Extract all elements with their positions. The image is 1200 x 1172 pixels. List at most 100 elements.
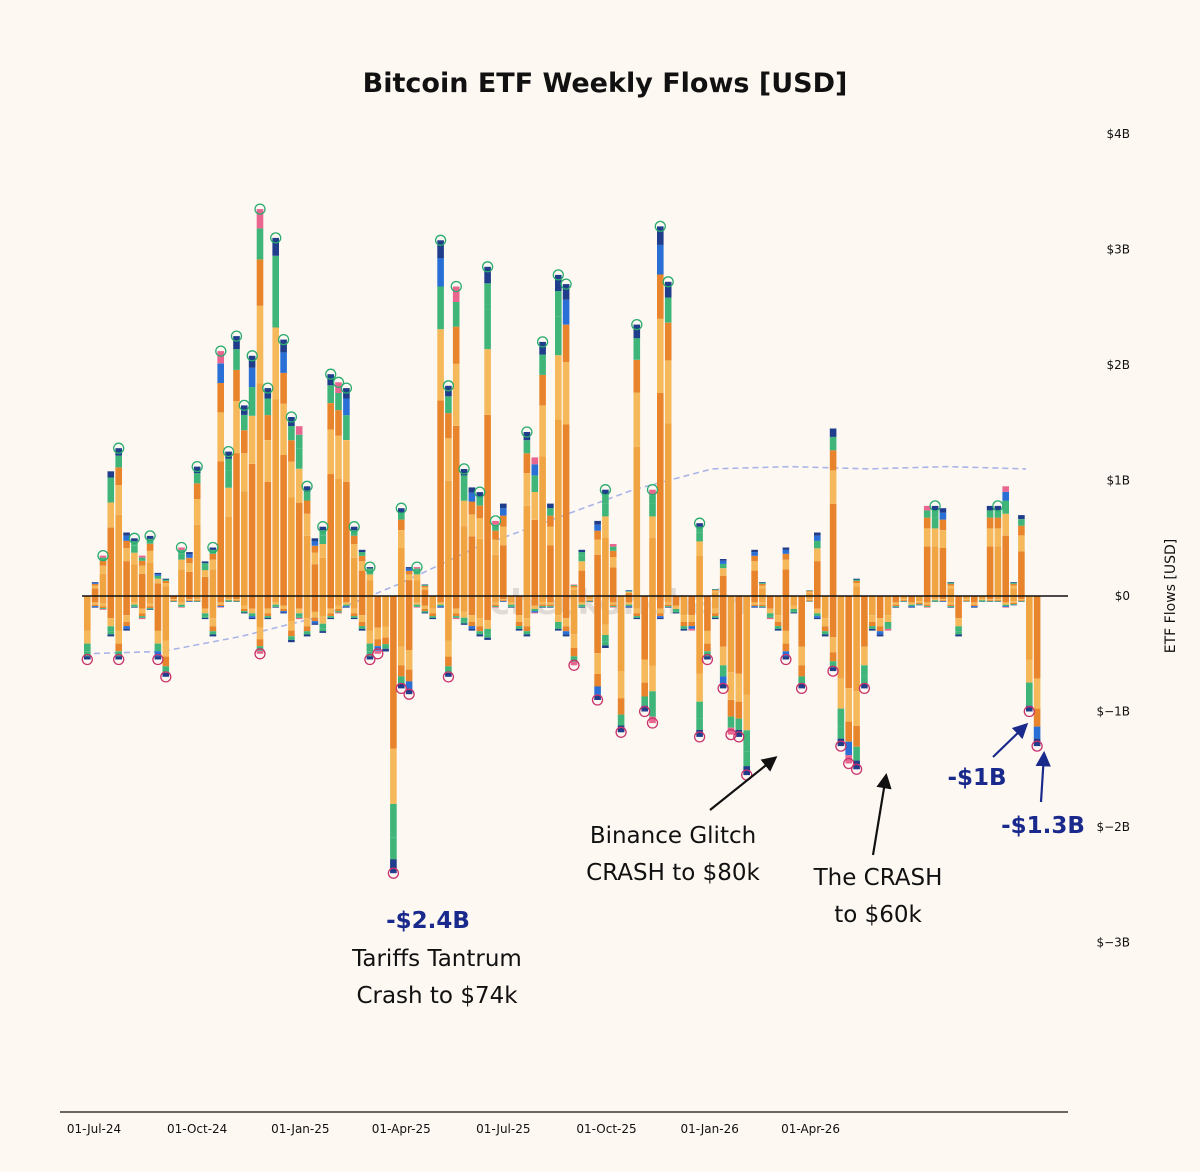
bar-segment [570,587,578,590]
outflow-bar [908,596,915,608]
bar-segment [350,613,358,617]
bar-segment [311,611,319,618]
inflow-marker [348,521,360,533]
bar-segment [1010,583,1017,586]
bar-segment [225,451,232,459]
bar-segment [602,489,609,495]
bar-segment [217,604,224,607]
bar-segment [272,602,279,605]
bar-segment [437,240,444,259]
bar-segment [178,547,185,550]
inflow-marker [646,484,659,496]
bar-segment [547,607,554,608]
inflow-marker [191,460,203,473]
bar-segment [193,499,201,525]
bar-segment [986,600,994,601]
bar-segment [978,600,986,601]
bar-segment [390,596,397,749]
bar-segment [193,483,201,499]
bar-segment [814,548,821,562]
bar-segment [845,741,852,756]
bar-segment [547,545,554,596]
bar-segment [625,604,633,607]
bar-segment [280,372,287,404]
inflow-bar [350,526,358,596]
bar-segment [947,602,955,605]
bar-segment [178,606,185,607]
bar-segment [515,628,523,631]
bar-segment [539,374,546,406]
outflow-marker [693,731,706,743]
bar-segment [460,617,468,622]
bar-segment [609,604,617,607]
bar-segment [853,691,860,726]
bar-segment [916,604,923,606]
bar-segment [390,803,397,838]
bar-segment [1033,678,1041,709]
annotation-arrow [992,722,1029,758]
bar-segment [766,616,774,618]
bar-segment [547,604,554,607]
bar-segment [602,516,609,538]
bar-segment [1002,596,1009,603]
bar-segment [91,602,99,605]
bar-segment [91,604,99,607]
bar-segment [837,708,845,727]
bar-segment [295,613,303,617]
bar-segment [241,605,248,609]
bar-segment [99,606,107,609]
bar-segment [264,616,272,618]
bar-segment [201,561,209,564]
outflow-marker [387,867,400,879]
outflow-marker [615,726,627,738]
annotation-text: Crash to $74k [356,983,518,1009]
bar-segment [931,600,939,601]
bar-segment [578,555,586,562]
bar-segment [421,596,429,606]
bar-segment [562,631,570,635]
bar-segment [476,626,484,632]
bar-segment [507,607,515,608]
bar-segment [892,596,900,603]
bar-segment [774,626,782,629]
inflow-bar [476,492,484,596]
bar-segment [547,602,554,605]
inflow-bar [555,274,562,596]
x-axis: 01-Jul-24 01-Oct-24 01-Jan-25 01-Apr-25 01-J… [60,1111,1068,1136]
inflow-bar [986,505,994,596]
outflow-marker [1023,705,1035,718]
outflow-bar [358,596,366,631]
outflow-bar [468,596,476,631]
bar-segment [712,613,719,617]
bar-segment [233,349,240,370]
bar-segment [1002,500,1009,514]
bar-segment [288,621,295,631]
bar-segment [782,630,790,644]
bar-segment [107,477,115,488]
bar-segment [225,596,232,600]
bar-segment [955,626,962,632]
bar-segment [91,606,99,607]
bar-segment [609,546,617,551]
bar-segment [390,748,397,804]
bar-segment [468,615,476,622]
bar-segment [829,503,837,596]
outflow-bar [343,596,350,608]
bar-segment [500,515,507,527]
bar-segment [759,582,766,584]
outflow-bar [916,596,923,606]
bar-segment [193,600,201,601]
bar-segment [1018,599,1025,601]
bar-segment [649,596,656,666]
bar-segment [837,738,845,747]
inflow-bar [947,582,955,596]
bar-segment [609,567,617,596]
inflow-bar [437,240,444,596]
bar-segment [319,557,327,596]
inflow-marker [442,380,455,392]
bar-segment [358,626,366,629]
bar-segment [162,596,170,641]
bar-segment [476,538,484,596]
bar-segment [421,609,429,612]
bar-segment [327,616,334,618]
